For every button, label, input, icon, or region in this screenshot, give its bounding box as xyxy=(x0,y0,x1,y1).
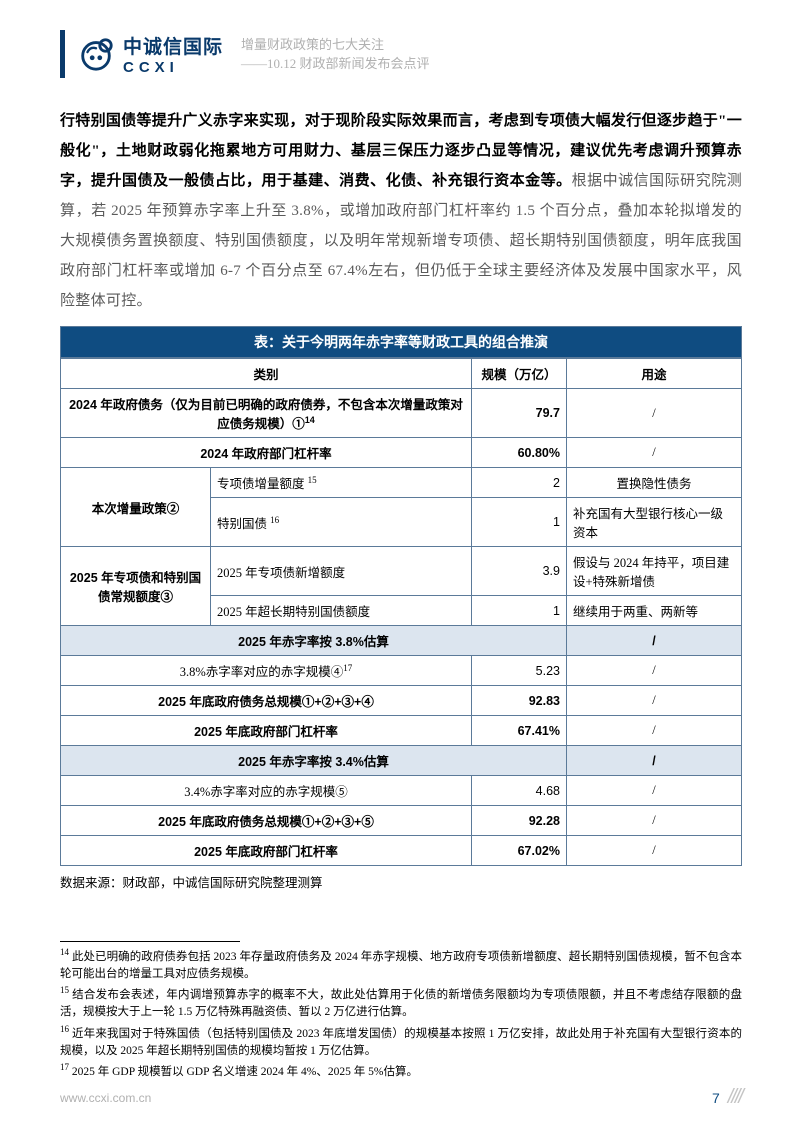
footnote-15: 15 结合发布会表述，年内调增预算赤字的概率不大，故此处估算用于化债的新增债务限… xyxy=(60,984,742,1021)
th-category: 类别 xyxy=(61,359,472,389)
table-source: 数据来源：财政部，中诚信国际研究院整理测算 xyxy=(60,872,742,891)
footnote-14: 14 此处已明确的政府债券包括 2023 年存量政府债务及 2024 年赤字规模… xyxy=(60,946,742,983)
body-paragraph: 行特别国债等提升广义赤字来实现，对于现阶段实际效果而言，考虑到专项债大幅发行但逐… xyxy=(60,106,742,316)
subtitle-line1: 增量财政政策的七大关注 xyxy=(241,35,430,55)
brand-block: 中诚信国际 CCXI xyxy=(60,30,223,78)
footnote-16: 16 近年来我国对于特殊国债（包括特别国债及 2023 年底增发国债）的规模基本… xyxy=(60,1023,742,1060)
footnote-17: 17 2025 年 GDP 规模暂以 GDP 名义增速 2024 年 4%、20… xyxy=(60,1061,742,1081)
header-subtitle: 增量财政政策的七大关注 ——10.12 财政部新闻发布会点评 xyxy=(241,35,430,74)
page-header: 中诚信国际 CCXI 增量财政政策的七大关注 ——10.12 财政部新闻发布会点… xyxy=(60,30,742,78)
subtitle-line2: ——10.12 财政部新闻发布会点评 xyxy=(241,54,430,74)
th-scale: 规模（万亿） xyxy=(472,359,567,389)
th-use: 用途 xyxy=(567,359,742,389)
footnotes-block: 14 此处已明确的政府债券包括 2023 年存量政府债务及 2024 年赤字规模… xyxy=(60,946,742,1081)
projection-table: 表：关于今明两年赤字率等财政工具的组合推演 类别 规模（万亿） 用途 2024 … xyxy=(60,326,742,891)
footnote-separator xyxy=(60,941,240,942)
brand-cn: 中诚信国际 xyxy=(123,32,223,59)
grey-run: 根据中诚信国际研究院测算，若 2025 年预算赤字率上升至 3.8%，或增加政府… xyxy=(60,173,742,309)
page-number: 7 xyxy=(712,1090,720,1106)
table-title: 表：关于今明两年赤字率等财政工具的组合推演 xyxy=(60,326,742,358)
page-footer: www.ccxi.com.cn 7 //// xyxy=(60,1086,742,1109)
footer-url: www.ccxi.com.cn xyxy=(60,1091,151,1105)
footer-slashes-icon: //// xyxy=(728,1086,742,1109)
ccxi-logo xyxy=(77,35,115,73)
brand-en: CCXI xyxy=(123,59,223,76)
table-row: 2024 年政府债务（仅为目前已明确的政府债券，不包含本次增量政策对应债务规模）… xyxy=(61,389,472,438)
